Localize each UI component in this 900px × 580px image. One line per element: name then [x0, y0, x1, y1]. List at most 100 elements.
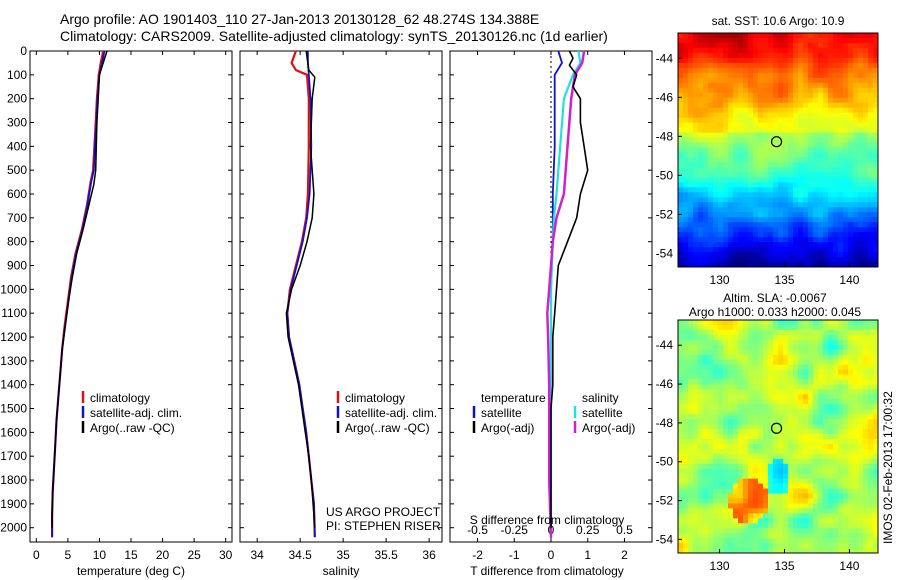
map-cell: [783, 247, 789, 253]
map-cell: [708, 364, 714, 370]
map-cell: [678, 212, 684, 218]
map-cell: [823, 438, 829, 445]
map-cell: [873, 37, 879, 44]
map-cell: [858, 152, 864, 158]
map-cell: [713, 187, 719, 193]
map-cell: [838, 62, 844, 69]
map-cell: [828, 473, 834, 480]
map-cell: [768, 320, 774, 326]
map-cell: [683, 167, 689, 173]
map-cell: [688, 448, 694, 455]
map-cell: [773, 192, 779, 198]
map-cell: [843, 434, 849, 440]
map-cell: [873, 102, 879, 109]
map-cell: [778, 227, 784, 233]
map-cell: [833, 324, 839, 331]
map-cell: [708, 127, 714, 133]
map-cell: [843, 62, 849, 69]
map-cell: [713, 262, 719, 268]
map-cell: [818, 67, 824, 74]
map-cell: [728, 329, 734, 336]
map-cell: [763, 448, 769, 455]
map-cell: [728, 252, 734, 258]
map-cell: [823, 197, 829, 203]
map-cell: [838, 162, 844, 168]
map-cell: [703, 438, 709, 445]
map-cell: [853, 212, 859, 218]
map-cell: [838, 404, 844, 410]
map-cell: [748, 117, 754, 124]
map-cell: [848, 102, 854, 109]
map-cell: [863, 503, 869, 509]
map-cell: [718, 112, 724, 119]
map-cell: [833, 152, 839, 158]
map-cell: [778, 77, 784, 84]
map-cell: [778, 222, 784, 228]
map-cell: [838, 488, 844, 494]
map-cell: [803, 197, 809, 203]
map-cell: [843, 42, 849, 49]
map-cell: [828, 364, 834, 370]
map-cell: [768, 207, 774, 213]
map-cell: [873, 364, 879, 370]
map-cell: [868, 503, 874, 509]
map-cell: [823, 212, 829, 218]
map-cell: [778, 112, 784, 119]
map-cell: [873, 47, 879, 54]
map-cell: [773, 533, 779, 539]
map-cell: [798, 52, 804, 59]
map-cell: [693, 212, 699, 218]
map-cell: [868, 414, 874, 420]
map-cell: [788, 137, 794, 143]
map-cell: [733, 207, 739, 213]
map-cell: [833, 468, 839, 475]
map-cell: [698, 543, 704, 549]
map-cell: [823, 394, 829, 400]
map-cell: [738, 344, 744, 351]
map-cell: [743, 429, 749, 435]
map-cell: [703, 394, 709, 400]
map-cell: [863, 33, 869, 39]
map-cell: [838, 137, 844, 143]
map-cell: [848, 132, 854, 138]
map-cell: [738, 112, 744, 119]
map-cell: [853, 252, 859, 258]
map-cell: [828, 217, 834, 223]
map-cell: [778, 438, 784, 445]
map-cell: [698, 414, 704, 420]
map-cell: [858, 438, 864, 445]
map-cell: [703, 37, 709, 44]
map-cell: [733, 142, 739, 148]
map-cell: [828, 47, 834, 54]
map-cell: [698, 72, 704, 79]
map-cell: [768, 87, 774, 94]
map-cell: [708, 182, 714, 188]
map-cell: [738, 538, 744, 544]
map-cell: [768, 503, 774, 509]
map-cell: [743, 197, 749, 203]
map-cell: [753, 33, 759, 39]
map-cell: [863, 182, 869, 188]
map-cell: [818, 478, 824, 484]
map-cell: [843, 329, 849, 336]
map-cell: [708, 212, 714, 218]
map-cell: [798, 162, 804, 168]
map-cell: [778, 339, 784, 346]
map-cell: [853, 324, 859, 331]
map-cell: [703, 132, 709, 138]
map-cell: [868, 404, 874, 410]
map-cell: [783, 92, 789, 99]
map-cell: [783, 339, 789, 346]
map-cell: [713, 404, 719, 410]
map-cell: [828, 503, 834, 509]
map-cell: [678, 528, 684, 534]
map-cell: [728, 197, 734, 203]
map-cell: [788, 359, 794, 366]
map-cell: [793, 443, 799, 450]
map-cell: [838, 473, 844, 480]
map-cell: [748, 409, 754, 415]
map-cell: [678, 132, 684, 138]
map-cell: [688, 262, 694, 268]
map-cell: [763, 117, 769, 124]
map-cell: [798, 434, 804, 440]
